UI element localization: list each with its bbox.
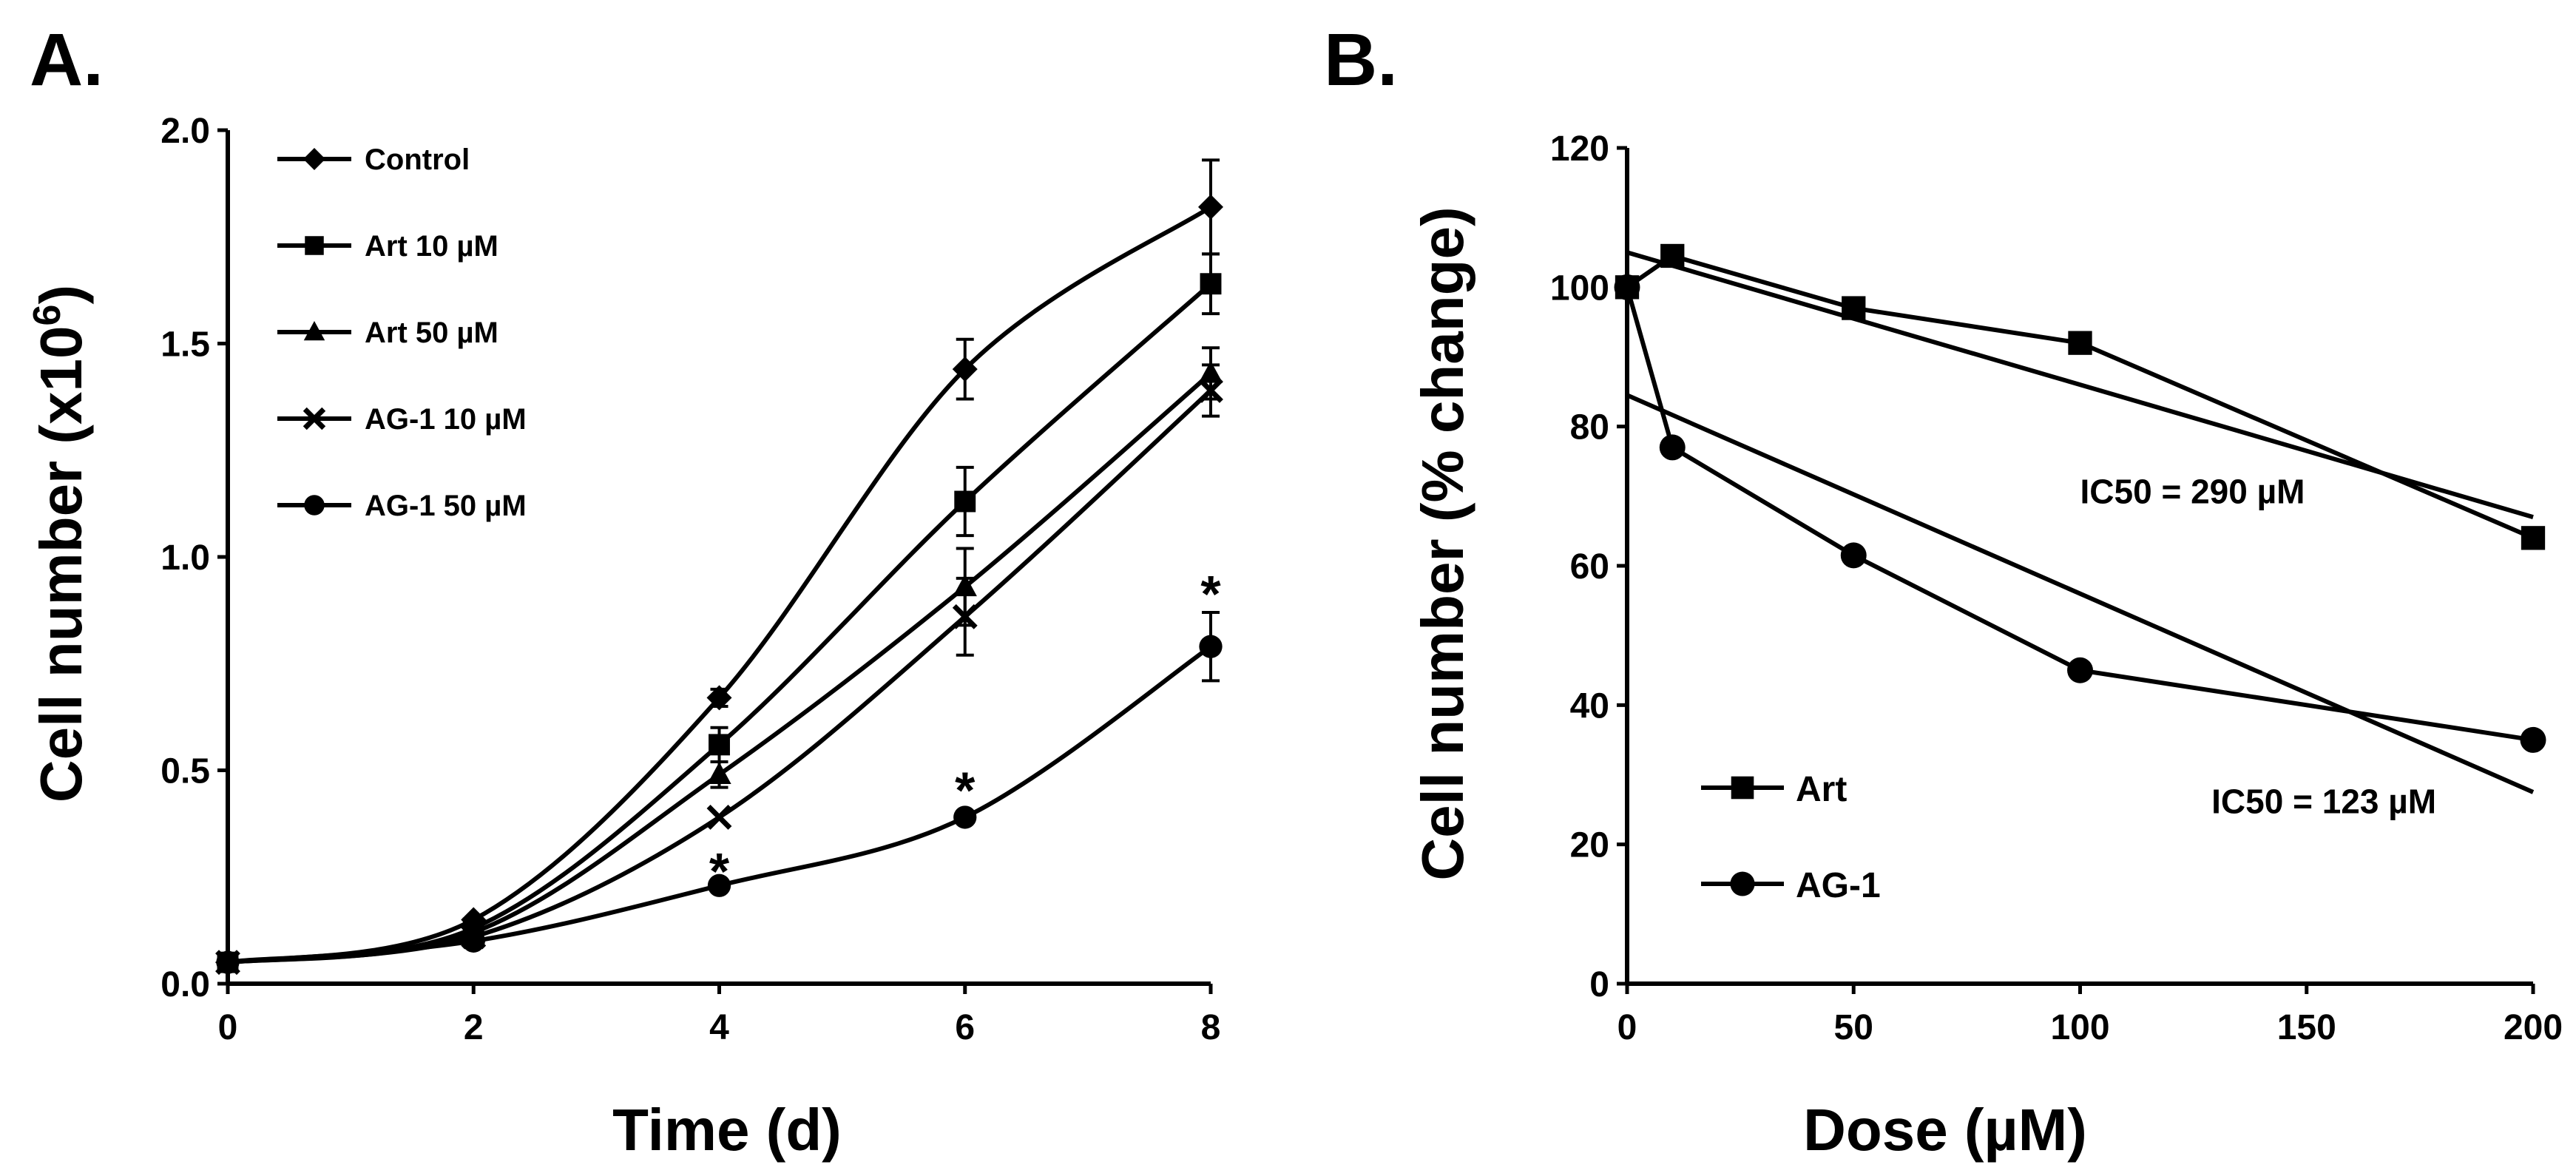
data-point-ag-1-10-m — [952, 604, 978, 629]
panel-a-y-tick-label: 1.0 — [160, 538, 210, 578]
panel-a-y-tick-label: 2.0 — [160, 112, 210, 151]
legend-marker-ag-1-50-m — [304, 495, 325, 516]
panel-a-y-tick-label: 1.5 — [160, 325, 210, 365]
panel-a-legend: Control Art 10 µM Art 50 µM AG-1 10 µM AG-1 … — [277, 143, 527, 522]
panel-a-x-tick-label: 4 — [709, 1008, 729, 1047]
data-point-art — [2521, 526, 2546, 550]
panel-b-x-axis-title: Dose (µM) — [1803, 1097, 2087, 1163]
data-point-art — [1660, 243, 1685, 268]
panel-a-x-axis-title: Time (d) — [612, 1097, 842, 1163]
panel-a-x-tick-label: 2 — [464, 1008, 484, 1047]
ic50-annotation: IC50 = 123 µM — [2211, 782, 2436, 820]
data-point-ag-1 — [1659, 434, 1686, 461]
panel-b-y-axis-title: Cell number (% change) — [1410, 206, 1475, 880]
data-point-ag-1-50-m — [707, 873, 731, 897]
data-point-ag-1-10-m — [1198, 378, 1223, 403]
legend-marker-art-50-m — [303, 321, 325, 341]
data-point-ag-1-50-m — [462, 929, 485, 953]
panel-a-y-axis-title-superscript: 6 — [26, 305, 69, 326]
data-point-art-50-m — [707, 762, 731, 785]
panel-b-y-tick-label: 100 — [1550, 268, 1609, 308]
legend-marker-art — [1731, 776, 1754, 800]
panel-a-x-tick-label: 8 — [1201, 1008, 1221, 1047]
data-point-art-10-m — [1200, 273, 1222, 295]
panel-a-label: A. — [30, 18, 104, 101]
data-point-ag-1 — [2067, 657, 2093, 683]
panel-a-y-axis-title-main: Cell number (x10 — [28, 325, 94, 802]
panel-a-y-tick-label: 0.5 — [160, 752, 210, 791]
panel-b-y-tick-label: 80 — [1570, 408, 1609, 447]
data-point-control — [952, 356, 978, 382]
legend-label-ag-1-10-m: AG-1 10 µM — [365, 403, 527, 436]
series-line-control — [227, 205, 1212, 965]
legend-label-art: Art — [1796, 770, 1847, 809]
panel-a-x-tick-label: 0 — [218, 1008, 238, 1047]
data-point-art-10-m — [709, 734, 730, 756]
panel-b-x-tick-label: 50 — [1834, 1008, 1873, 1047]
legend-label-ag-1-50-m: AG-1 50 µM — [365, 490, 527, 522]
panel-b-chart: B. Cell number (% change) Dose (µM) 0 20 4… — [1324, 18, 2563, 1163]
panel-b-y-tick-label: 120 — [1550, 129, 1609, 169]
data-point-ag-1 — [1614, 274, 1640, 300]
legend-marker-ag-1 — [1730, 871, 1755, 896]
data-point-art — [1842, 296, 1866, 320]
data-point-art-50-m — [953, 574, 977, 597]
data-point-art-50-m — [1198, 360, 1223, 383]
significance-marker: * — [709, 842, 730, 900]
panel-b-y-tick-label: 60 — [1570, 547, 1609, 587]
panel-b-label: B. — [1324, 18, 1398, 101]
data-point-art-10-m — [954, 490, 976, 513]
data-point-control — [1198, 194, 1223, 220]
panel-b-x-tick-label: 100 — [2050, 1008, 2109, 1047]
panel-a-x-tick-label: 6 — [955, 1008, 975, 1047]
panel-b-y-tick-label: 20 — [1570, 826, 1609, 865]
data-point-ag-1-50-m — [1199, 635, 1223, 658]
significance-marker: * — [955, 762, 976, 820]
panel-b-legend: Art AG-1 — [1701, 770, 1881, 905]
panel-b-x-tick-label: 0 — [1617, 1008, 1637, 1047]
legend-marker-control — [303, 148, 325, 170]
ic50-annotation: IC50 = 290 µM — [2080, 472, 2305, 510]
data-point-ag-1-10-m — [706, 805, 732, 830]
legend-label-ag-1: AG-1 — [1796, 866, 1881, 905]
data-point-ag-1 — [1840, 542, 1867, 569]
legend-label-art-10-m: Art 10 µM — [365, 230, 498, 263]
legend-label-control: Control — [365, 143, 470, 176]
legend-marker-art-10-m — [305, 236, 324, 255]
legend-marker-ag-1-10-m — [302, 407, 326, 430]
panel-a-chart: A. Cell number (x106) Time (d) 0.00.51.0… — [26, 18, 1223, 1163]
panel-a-y-axis-title-end: ) — [28, 285, 94, 305]
panel-b-y-tick-label: 40 — [1570, 686, 1609, 726]
panel-b-y-tick-label: 0 — [1589, 965, 1609, 1004]
panel-b-x-tick-label: 150 — [2277, 1008, 2336, 1047]
data-point-art — [2068, 331, 2092, 355]
data-point-ag-1-50-m — [216, 950, 240, 974]
significance-marker: * — [1200, 565, 1221, 623]
data-point-ag-1 — [2520, 726, 2546, 753]
panel-a-y-tick-label: 0.0 — [160, 965, 210, 1004]
data-point-control — [706, 685, 732, 711]
panel-b-x-tick-label: 200 — [2504, 1008, 2563, 1047]
legend-label-art-50-m: Art 50 µM — [365, 317, 498, 349]
trendline-ag-1-fit — [1626, 393, 2535, 794]
data-point-ag-1-50-m — [953, 805, 977, 829]
panel-a-y-axis-title: Cell number (x106) — [26, 285, 94, 802]
